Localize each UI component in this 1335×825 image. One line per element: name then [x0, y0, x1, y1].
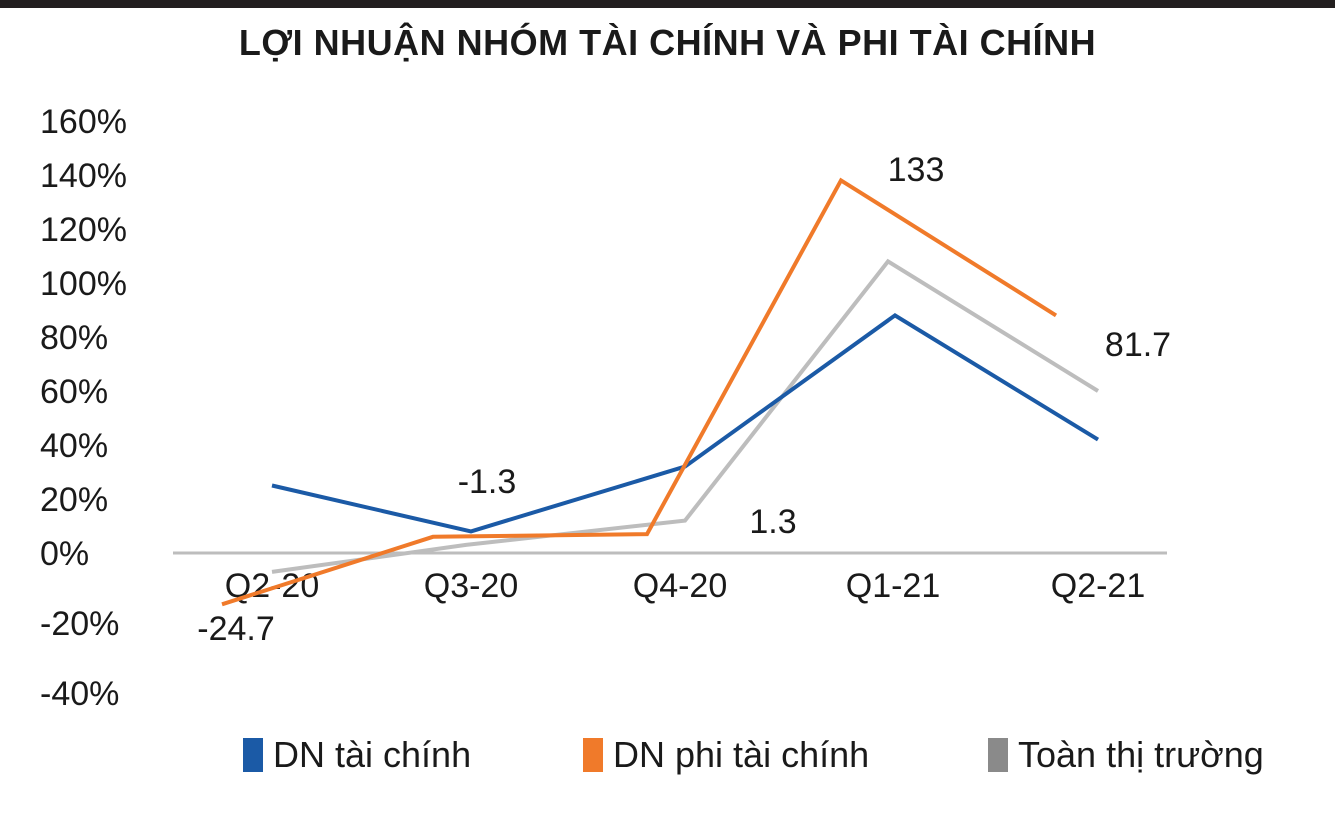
y-tick-label: 120% — [40, 211, 127, 249]
series-line-toàn-thị-trường — [271, 258, 1100, 574]
y-tick-label: 80% — [40, 319, 108, 357]
legend-item-toan-thi-truong: Toàn thị trường — [988, 734, 1264, 776]
legend-label: Toàn thị trường — [1018, 734, 1264, 775]
y-tick-label: 140% — [40, 157, 127, 195]
data-annotation: 1.3 — [749, 503, 796, 541]
series-line-dn-phi-tài-chính — [221, 177, 1058, 607]
series-line-dn-tài-chính — [271, 313, 1100, 534]
data-annotation: -1.3 — [458, 463, 517, 501]
legend: DN tài chính DN phi tài chính Toàn thị t… — [0, 734, 1335, 784]
y-tick-label: 160% — [40, 103, 127, 141]
y-tick-label: -20% — [40, 605, 119, 643]
x-tick-label: Q1-21 — [846, 567, 941, 605]
legend-swatch-orange — [583, 738, 603, 772]
top-rule — [0, 0, 1335, 8]
x-tick-label: Q4-20 — [633, 567, 728, 605]
legend-swatch-gray — [988, 738, 1008, 772]
y-tick-label: 60% — [40, 373, 108, 411]
y-tick-label: 40% — [40, 427, 108, 465]
legend-swatch-blue — [243, 738, 263, 772]
y-tick-label: 100% — [40, 265, 127, 303]
x-tick-label: Q2-21 — [1051, 567, 1146, 605]
data-annotation: 133 — [888, 151, 945, 189]
legend-label: DN phi tài chính — [613, 734, 870, 775]
x-tick-label: Q3-20 — [424, 567, 519, 605]
data-annotation: 81.7 — [1105, 326, 1171, 364]
chart-title: LỢI NHUẬN NHÓM TÀI CHÍNH VÀ PHI TÀI CHÍN… — [238, 22, 1097, 63]
legend-item-dn-phi-tai-chinh: DN phi tài chính — [583, 734, 869, 776]
y-tick-label: 0% — [40, 535, 89, 573]
data-annotation: -24.7 — [197, 610, 275, 648]
y-tick-label: 20% — [40, 481, 108, 519]
legend-label: DN tài chính — [273, 734, 472, 775]
y-tick-label: -40% — [40, 675, 119, 713]
legend-item-dn-tai-chinh: DN tài chính — [243, 734, 471, 776]
